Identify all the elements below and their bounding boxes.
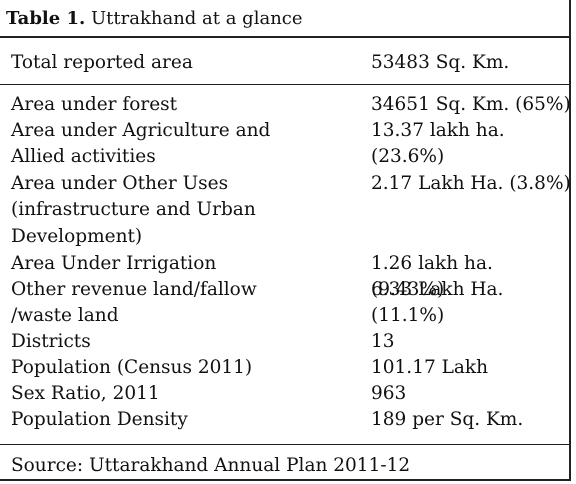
row-label: Sex Ratio, 2011 bbox=[11, 383, 160, 404]
row-value: 101.17 Lakh bbox=[371, 357, 489, 378]
header-value: 53483 Sq. Km. bbox=[371, 52, 510, 73]
row-label: Area Under Irrigation bbox=[11, 253, 217, 274]
row-label: Area under Other Uses (infrastructure an… bbox=[11, 173, 256, 247]
row-value: 13 bbox=[371, 331, 395, 352]
table-source: Source: Uttarakhand Annual Plan 2011-12 bbox=[11, 455, 411, 476]
row-label: Other revenue land/fallow /waste land bbox=[11, 279, 257, 327]
row-value: 189 per Sq. Km. bbox=[371, 409, 524, 430]
table-number: Table 1. bbox=[6, 8, 86, 29]
header-rule bbox=[0, 84, 569, 85]
row-label: Area under Agriculture and Allied activi… bbox=[11, 120, 271, 168]
row-label: Population Density bbox=[11, 409, 188, 430]
row-label: Area under forest bbox=[11, 94, 178, 115]
row-label: Population (Census 2011) bbox=[11, 357, 253, 378]
header-label: Total reported area bbox=[11, 52, 193, 73]
table-caption: Uttrakhand at a glance bbox=[85, 8, 303, 29]
row-value: 13.37 lakh ha. (23.6%) bbox=[371, 120, 505, 168]
row-label: Districts bbox=[11, 331, 91, 352]
row-value: 1.26 lakh ha. (9.43%) bbox=[371, 253, 493, 301]
row-value: 6.33 Lakh Ha. (11.1%) bbox=[371, 279, 504, 327]
top-rule bbox=[0, 36, 569, 38]
footer-rule bbox=[0, 444, 569, 445]
row-value: 963 bbox=[371, 383, 407, 404]
row-value: 2.17 Lakh Ha. (3.8%) bbox=[371, 173, 571, 194]
table-title: Table 1. Uttrakhand at a glance bbox=[6, 8, 303, 30]
row-value: 34651 Sq. Km. (65%) bbox=[371, 94, 571, 115]
